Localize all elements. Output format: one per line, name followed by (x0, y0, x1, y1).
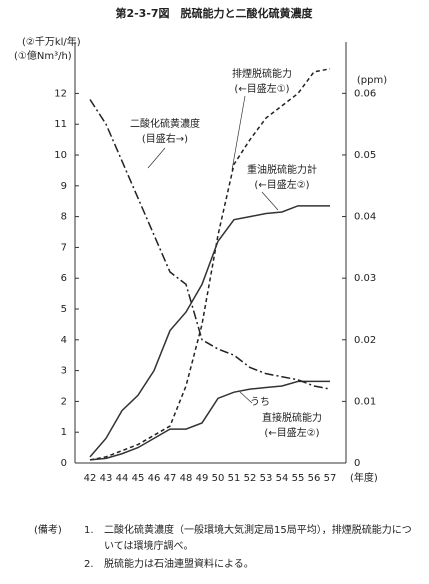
note-num: 1. (84, 525, 94, 536)
series-label: 二酸化硫黄濃度 (130, 117, 200, 130)
y2-tick-label: 0.02 (354, 335, 376, 346)
x-tick-label: 55 (292, 473, 305, 484)
series-line (89, 99, 331, 390)
x-tick-label: 49 (196, 473, 209, 484)
notes-head: (備考) (34, 523, 62, 536)
x-tick-label: 43 (100, 473, 113, 484)
y2-tick-label: 0.05 (354, 150, 376, 161)
x-tick-label: 50 (212, 473, 225, 484)
y2-tick-label: 0.04 (354, 212, 376, 223)
y-tick-label: 6 (61, 273, 67, 284)
series-line (89, 380, 330, 461)
note-num: 2. (84, 559, 94, 570)
x-label: (年度) (350, 471, 378, 484)
x-tick-label: 46 (148, 473, 161, 484)
note-text: いては環境庁調べ。 (104, 539, 194, 552)
y2-tick-label: 0.03 (354, 273, 376, 284)
series-label-note: (←目盛左①) (234, 82, 289, 95)
series-label: 排煙脱硫能力 (232, 67, 292, 80)
series-line (89, 68, 331, 461)
x-tick-label: 56 (308, 473, 321, 484)
label-prefix: うち (250, 396, 270, 408)
y-tick-label: 8 (61, 212, 67, 223)
y-tick-label: 4 (61, 335, 67, 346)
x-tick-label: 53 (260, 473, 273, 484)
y2-tick-label: 0.01 (354, 396, 376, 407)
x-tick-label: 52 (244, 473, 257, 484)
series-label: 重油脱硫能力計 (247, 163, 317, 176)
y2-tick-label: 0 (354, 458, 360, 469)
x-tick-label: 48 (180, 473, 193, 484)
y-label: (①億Nm³/h) (14, 49, 72, 62)
y-tick-label: 7 (61, 242, 67, 253)
y-tick-label: 2 (61, 396, 67, 407)
y-tick-label: 5 (61, 304, 67, 315)
y-tick-label: 0 (61, 458, 67, 469)
series-label-note: (←目盛左②) (254, 178, 309, 191)
series-label-note: (目盛右→) (142, 132, 188, 145)
y-label: (②千万kl/年) (22, 35, 81, 48)
y-tick-label: 1 (61, 427, 67, 438)
note-text: 二酸化硫黄濃度（一般環境大気測定局15局平均），排煙脱硫能力につ (104, 523, 412, 536)
series-line (89, 205, 330, 458)
y2-label: (ppm) (357, 75, 387, 86)
y-tick-label: 12 (54, 88, 67, 99)
x-tick-label: 47 (164, 473, 177, 484)
note-text: 脱硫能力は石油連盟資料による。 (104, 557, 254, 570)
x-tick-label: 51 (228, 473, 241, 484)
y-tick-label: 3 (61, 366, 67, 377)
series-label: 直接脱硫能力 (262, 411, 322, 424)
x-tick-label: 42 (84, 473, 97, 484)
y-tick-label: 11 (54, 119, 67, 130)
chart-title: 第2-3-7図 脱硫能力と二酸化硫黄濃度 (115, 6, 313, 20)
series-label-note: (←目盛左②) (264, 426, 319, 439)
leaders (147, 95, 279, 404)
y-tick-label: 10 (54, 150, 67, 161)
x-tick-label: 57 (324, 473, 337, 484)
x-tick-label: 44 (116, 473, 129, 484)
x-tick-label: 54 (276, 473, 289, 484)
y2-tick-label: 0.06 (354, 88, 376, 99)
x-tick-label: 45 (132, 473, 145, 484)
y-tick-label: 9 (61, 181, 67, 192)
